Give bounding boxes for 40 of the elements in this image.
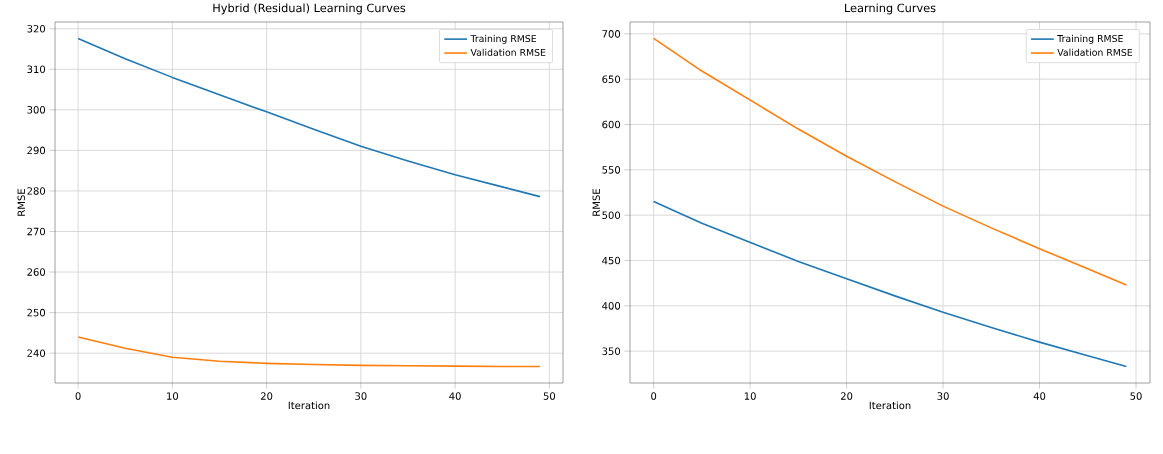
x-tick-label: 40: [449, 392, 461, 400]
y-tick-label: 310: [27, 65, 46, 74]
y-axis-title: RMSE: [592, 189, 601, 216]
x-tick-label: 50: [1130, 392, 1142, 400]
x-tick-label: 10: [167, 392, 179, 400]
x-tick-label: 50: [543, 392, 556, 400]
x-axis-title: Iteration: [869, 401, 911, 410]
y-tick-label: 240: [27, 349, 46, 357]
y-axis-title: RMSE: [17, 189, 26, 216]
legend-label: Validation RMSE: [1057, 48, 1133, 56]
y-tick-label: 350: [602, 347, 621, 355]
y-tick-label: 260: [27, 268, 46, 276]
chart-title: Learning Curves: [845, 3, 936, 15]
y-tick-label: 300: [27, 106, 46, 114]
y-tick-label: 290: [27, 146, 46, 155]
x-tick-label: 0: [75, 392, 81, 400]
y-tick-label: 600: [602, 120, 621, 129]
y-tick-label: 250: [27, 308, 46, 317]
y-tick-label: 500: [602, 211, 621, 219]
legend-label: Training RMSE: [1057, 34, 1123, 44]
x-tick-label: 20: [840, 392, 853, 400]
legend-label: Training RMSE: [470, 34, 537, 44]
y-tick-label: 400: [602, 302, 621, 310]
y-tick-label: 650: [602, 75, 621, 83]
x-tick-label: 10: [744, 392, 756, 400]
x-tick-label: 30: [355, 392, 367, 400]
y-tick-label: 320: [27, 24, 46, 33]
chart-title: Hybrid (Residual) Learning Curves: [213, 3, 406, 15]
legend-label: Validation RMSE: [470, 48, 546, 56]
y-tick-label: 280: [27, 187, 46, 195]
y-tick-label: 550: [602, 166, 621, 174]
x-tick-label: 30: [937, 392, 949, 400]
y-tick-label: 450: [602, 256, 621, 265]
y-tick-label: 270: [27, 227, 46, 236]
y-tick-label: 700: [602, 30, 621, 38]
x-axis-title: Iteration: [288, 401, 330, 410]
line-series: [77, 336, 541, 368]
x-tick-label: 40: [1033, 392, 1046, 400]
x-tick-label: 0: [651, 392, 657, 400]
x-tick-label: 20: [260, 392, 273, 400]
